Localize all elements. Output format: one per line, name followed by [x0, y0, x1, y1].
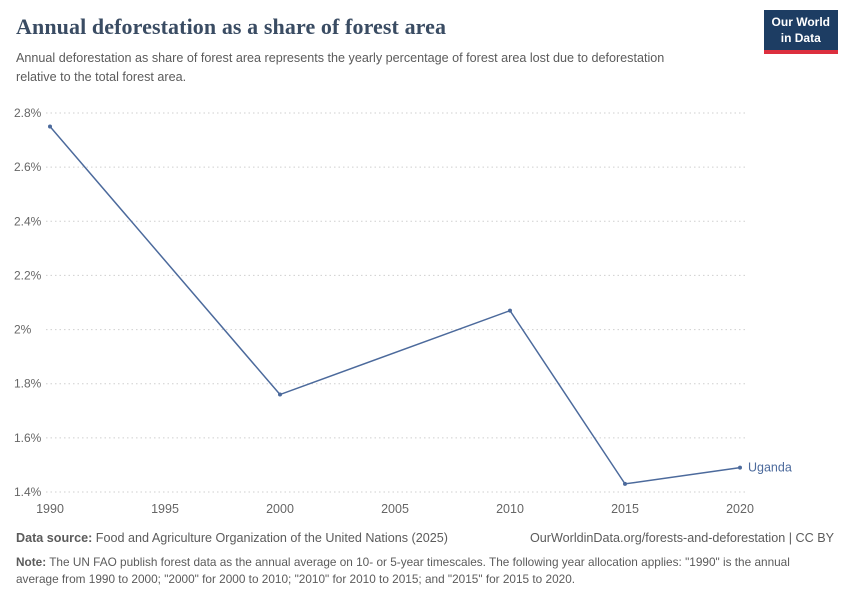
x-tick-label: 2005	[381, 502, 409, 516]
data-point	[623, 481, 627, 486]
data-point	[508, 308, 512, 313]
chart-area: 1.4% 1.6% 1.8% 2% 2.2% 2.4% 2.6% 2.8% 1990 1995 20…	[0, 95, 850, 528]
y-tick-label: 2%	[14, 323, 32, 337]
data-point	[48, 124, 52, 129]
x-tick-label: 2010	[496, 502, 524, 516]
page-title: Annual deforestation as a share of fores…	[16, 14, 447, 39]
owid-logo: Our World in Data	[763, 10, 838, 55]
series-label: Uganda	[748, 461, 792, 475]
chart-canvas: 1.4% 1.6% 1.8% 2% 2.2% 2.4% 2.6% 2.8% 1990 1995 20…	[14, 106, 792, 516]
data-source: Data source: Food and Agriculture Organi…	[16, 531, 448, 545]
x-tick-label: 1990	[36, 502, 64, 516]
y-tick-label: 1.6%	[14, 431, 42, 445]
x-tick-label: 2020	[726, 502, 754, 516]
data-source-label: Data source:	[16, 531, 93, 545]
owid-logo-line1: Our World	[771, 15, 830, 29]
x-tick-label: 1995	[151, 502, 179, 516]
chart-header: Annual deforestation as a share of fores…	[16, 14, 740, 87]
note-text: The UN FAO publish forest data as the an…	[16, 555, 790, 587]
y-tick-label: 2.8%	[14, 106, 42, 120]
y-tick-label: 1.8%	[14, 377, 42, 391]
x-tick-label: 2015	[611, 502, 639, 516]
y-tick-label: 1.4%	[14, 485, 42, 499]
y-tick-label: 2.2%	[14, 268, 42, 282]
owid-link[interactable]: OurWorldinData.org/forests-and-deforesta…	[529, 531, 834, 545]
data-line	[49, 126, 741, 485]
y-tick-label: 2.6%	[14, 160, 42, 174]
footer-row: Data source: Food and Agriculture Organi…	[16, 531, 834, 545]
owid-logo-line2: in Data	[780, 30, 821, 45]
y-tick-label: 2.4%	[14, 214, 42, 228]
data-source-text: Food and Agriculture Organization of the…	[92, 531, 448, 545]
chart-note: Note: The UN FAO publish forest data as …	[16, 554, 834, 588]
data-point	[278, 392, 282, 397]
note-label: Note:	[16, 555, 47, 569]
x-tick-label: 2000	[266, 502, 294, 516]
chart-footer: Data source: Food and Agriculture Organi…	[16, 531, 834, 588]
data-point	[738, 465, 742, 470]
chart-subtitle: Annual deforestation as share of forest …	[16, 51, 665, 84]
